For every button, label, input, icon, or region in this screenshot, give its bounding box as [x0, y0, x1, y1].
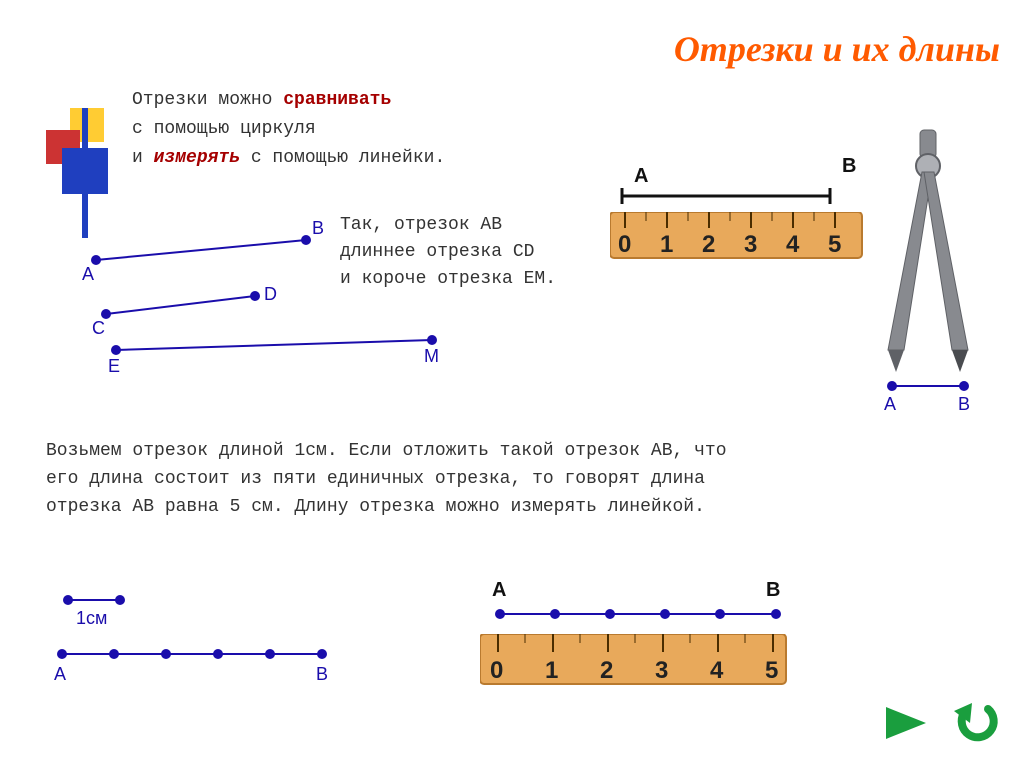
- label-B-bottom: В: [766, 580, 780, 601]
- return-button[interactable]: [952, 703, 1000, 748]
- unit-label-B: B: [316, 664, 328, 684]
- point-E: [111, 345, 121, 355]
- compass-label-A: A: [884, 394, 896, 414]
- compass-label-B: B: [958, 394, 970, 414]
- compass-icon: A B: [870, 120, 1000, 420]
- point-D: [250, 291, 260, 301]
- ruler-num: 3: [744, 231, 757, 258]
- segment-CD: [106, 296, 255, 314]
- ruler-bottom: 0 1 2 3 4 5: [480, 634, 800, 694]
- slide-title: Отрезки и их длины: [674, 28, 1000, 70]
- point-M: [427, 335, 437, 345]
- ruler-num: 0: [490, 657, 503, 684]
- ruler-num: 2: [702, 231, 715, 258]
- ruler-num: 2: [600, 657, 613, 684]
- ruler-num: 4: [710, 657, 724, 684]
- segment-EM: [116, 340, 432, 350]
- ruler-num: 1: [545, 657, 558, 684]
- label-1cm: 1см: [76, 608, 107, 628]
- segment-AB: [96, 240, 306, 260]
- label-B: B: [312, 218, 324, 238]
- label-A: A: [82, 264, 94, 284]
- label-B-top: В: [842, 155, 856, 177]
- ruler-num: 3: [655, 657, 668, 684]
- label-E: E: [108, 356, 120, 376]
- paragraph-2: Возьмем отрезок длиной 1см. Если отложит…: [46, 438, 766, 522]
- label-C: C: [92, 318, 105, 338]
- ruler-num: 1: [660, 231, 673, 258]
- ruler-num: 5: [828, 231, 841, 258]
- label-M: M: [424, 346, 439, 366]
- segments-diagram: A B C D E M: [0, 0, 470, 400]
- label-D: D: [264, 284, 277, 304]
- unit-segment-diagram: 1см A B: [40, 580, 360, 710]
- unit-label-A: A: [54, 664, 66, 684]
- next-button[interactable]: [882, 703, 930, 748]
- ruler-num: 4: [786, 231, 800, 258]
- ruler-num: 5: [765, 657, 778, 684]
- ruler-top: 0 1 2 3 4 5: [610, 212, 870, 272]
- label-A-bottom: А: [492, 580, 506, 601]
- nav-area: [870, 703, 1000, 748]
- point-B: [301, 235, 311, 245]
- ruler-num: 0: [618, 231, 631, 258]
- label-A-top: А: [634, 165, 648, 187]
